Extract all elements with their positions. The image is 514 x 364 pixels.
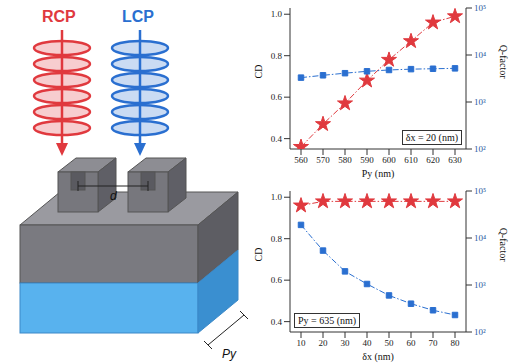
svg-text:0.6: 0.6 [271, 275, 283, 285]
svg-text:10⁴: 10⁴ [474, 50, 486, 60]
svg-text:10³: 10³ [474, 280, 486, 290]
svg-text:CD: CD [253, 65, 264, 79]
svg-text:10⁵: 10⁵ [474, 3, 486, 13]
svg-text:Py: Py [222, 347, 237, 361]
svg-text:20: 20 [319, 338, 329, 348]
svg-text:70: 70 [429, 338, 439, 348]
svg-text:0.6: 0.6 [271, 92, 283, 102]
svg-text:10²: 10² [474, 144, 486, 154]
svg-text:Q-factor: Q-factor [498, 45, 509, 80]
svg-text:LCP: LCP [122, 8, 154, 25]
svg-text:Py (nm): Py (nm) [362, 168, 395, 180]
svg-text:60: 60 [407, 338, 417, 348]
svg-text:0.8: 0.8 [271, 51, 283, 61]
svg-text:570: 570 [316, 155, 330, 165]
svg-text:10⁵: 10⁵ [474, 186, 486, 196]
svg-text:Q-factor: Q-factor [498, 228, 509, 263]
svg-text:40: 40 [363, 338, 373, 348]
svg-text:630: 630 [448, 155, 462, 165]
svg-text:RCP: RCP [42, 8, 76, 25]
svg-text:560: 560 [294, 155, 308, 165]
svg-text:600: 600 [382, 155, 396, 165]
svg-text:δx (nm): δx (nm) [362, 351, 394, 363]
svg-text:610: 610 [404, 155, 418, 165]
svg-text:10⁴: 10⁴ [474, 233, 486, 243]
svg-text:1.0: 1.0 [271, 192, 283, 202]
svg-text:10²: 10² [474, 327, 486, 337]
svg-text:80: 80 [451, 338, 461, 348]
svg-text:580: 580 [338, 155, 352, 165]
svg-text:1.0: 1.0 [271, 9, 283, 19]
svg-text:0.4: 0.4 [271, 134, 283, 144]
svg-text:0.4: 0.4 [271, 317, 283, 327]
svg-text:10³: 10³ [474, 97, 486, 107]
svg-text:620: 620 [426, 155, 440, 165]
svg-text:10: 10 [297, 338, 307, 348]
svg-text:CD: CD [253, 248, 264, 262]
html-text:δx = 20 (nm): δx = 20 (nm) [405, 132, 458, 143]
svg-text:d: d [110, 189, 117, 203]
svg-text:590: 590 [360, 155, 374, 165]
svg-text:50: 50 [385, 338, 395, 348]
svg-text:0.8: 0.8 [271, 234, 283, 244]
html-text:Py = 635 (nm): Py = 635 (nm) [298, 315, 357, 326]
svg-text:30: 30 [341, 338, 351, 348]
